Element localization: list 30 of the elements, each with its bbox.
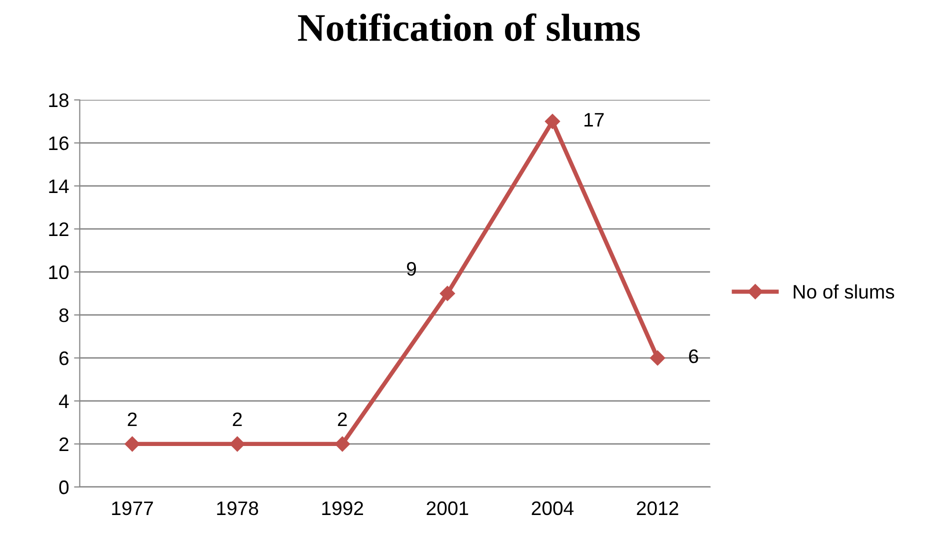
data-label: 2 bbox=[338, 412, 347, 426]
x-tick-label: 2012 bbox=[636, 501, 678, 516]
x-tick-label: 1977 bbox=[112, 501, 153, 516]
point bbox=[650, 350, 666, 366]
y-tick-label: 0 bbox=[59, 480, 69, 494]
y-tick-label: 18 bbox=[49, 93, 68, 108]
point bbox=[230, 436, 245, 452]
legend-label: No of slums bbox=[794, 284, 894, 299]
point bbox=[334, 436, 350, 452]
x-tick-label: 1992 bbox=[322, 501, 364, 516]
y-tick-label: 8 bbox=[59, 308, 68, 322]
chart-title: Notification of slums bbox=[298, 13, 640, 42]
y-tick-label: 14 bbox=[49, 180, 69, 193]
x-tick-label: 2001 bbox=[426, 501, 468, 516]
y-tick-label: 10 bbox=[49, 265, 69, 280]
data-label: 6 bbox=[689, 349, 698, 364]
data-label: 17 bbox=[584, 113, 604, 126]
x-tick-label: 1978 bbox=[217, 501, 258, 516]
data-label: 2 bbox=[232, 412, 242, 426]
y-tick-label: 4 bbox=[58, 394, 69, 408]
y-tick-label: 6 bbox=[59, 351, 68, 366]
x-tick-label: 2004 bbox=[532, 501, 574, 516]
data-label: 2 bbox=[128, 412, 137, 426]
point bbox=[124, 436, 140, 452]
data-label: 9 bbox=[406, 262, 416, 276]
y-tick-label: 12 bbox=[49, 222, 68, 236]
point bbox=[440, 286, 455, 302]
y-tick-label: 2 bbox=[59, 437, 68, 452]
point bbox=[544, 114, 560, 129]
y-tick-label: 16 bbox=[49, 136, 68, 150]
